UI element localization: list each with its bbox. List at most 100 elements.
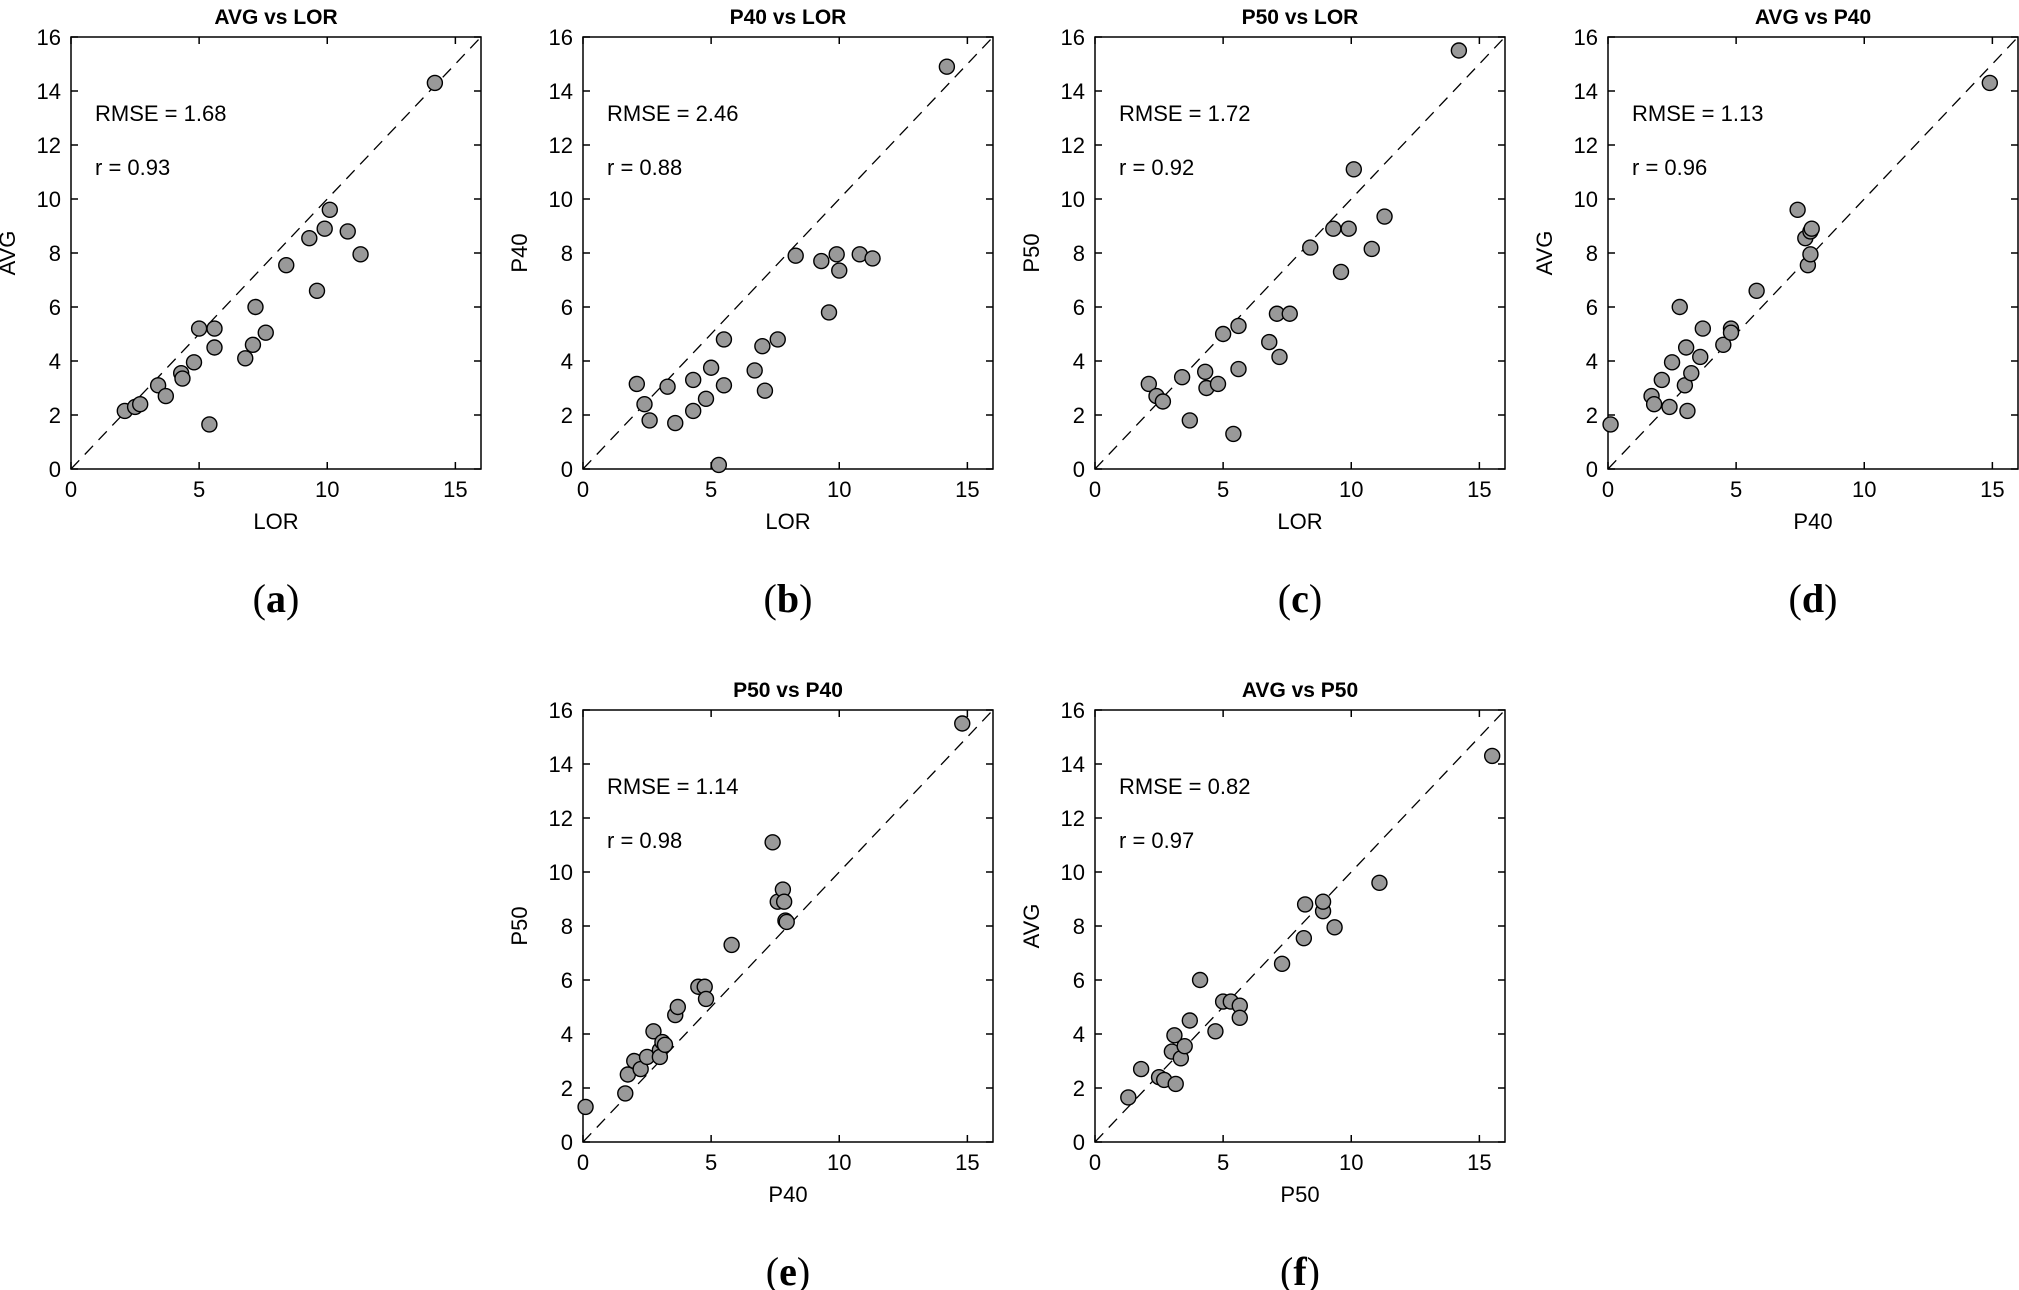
rmse-annotation: RMSE = 0.82 [1119,774,1250,799]
y-tick-label: 10 [1061,860,1085,885]
data-point [301,229,318,247]
data-point [1314,893,1332,910]
y-tick-label: 8 [1073,241,1085,266]
x-tick-label: 10 [1339,477,1363,502]
y-tick-label: 12 [1061,806,1085,831]
y-tick-label: 12 [37,133,61,158]
x-axis-label: P40 [1793,509,1832,534]
x-tick-label: 5 [1217,1150,1229,1175]
data-point [426,74,444,92]
data-point [1166,1027,1183,1044]
data-point [257,324,274,341]
data-point [190,320,208,337]
y-tick-label: 12 [549,133,573,158]
data-point [1214,325,1232,343]
x-tick-label: 15 [1467,477,1491,502]
y-tick-label: 6 [1073,968,1085,993]
data-point [278,256,295,274]
y-tick-label: 16 [549,25,573,50]
y-tick-label: 4 [1073,1022,1085,1047]
y-axis-label: AVG [0,231,20,276]
data-point [1295,929,1313,947]
x-tick-label: 10 [827,1150,851,1175]
y-axis-label: P40 [507,233,532,272]
y-tick-label: 16 [549,698,573,723]
y-tick-label: 10 [549,860,573,885]
data-point [1748,282,1765,299]
data-point [1450,42,1468,59]
x-tick-label: 0 [577,1150,589,1175]
y-tick-label: 8 [1586,241,1598,266]
x-tick-label: 15 [1467,1150,1491,1175]
data-point [1181,412,1199,429]
data-point [1645,396,1663,413]
panel-label: (e) [766,1249,810,1290]
x-tick-label: 5 [1217,477,1229,502]
panel-label-paren-close: ) [797,1249,810,1290]
y-tick-label: 0 [49,457,61,482]
data-point [1230,317,1247,335]
data-point [201,416,218,433]
r-annotation: r = 0.92 [1119,155,1194,180]
scatter-panel-b: P40 vs LOR 0 5 10 15 0 2 4 6 8 10 12 14 16 LOR P40 RMSE … [507,6,994,621]
scatter-panel-d: AVG vs P40 0 5 10 15 0 2 4 6 8 10 12 14 16 P40 AVG RMSE … [1532,6,2019,621]
y-axis-label: AVG [1019,904,1044,949]
panel-label-paren-close: ) [286,576,299,621]
x-tick-label: 10 [1852,477,1876,502]
x-axis-label: P50 [1280,1182,1319,1207]
x-tick-label: 5 [1730,477,1742,502]
data-point [206,339,223,356]
x-tick-label: 10 [827,477,851,502]
data-point [1679,402,1696,420]
x-tick-label: 10 [315,477,339,502]
data-point [617,1085,634,1102]
data-point [1715,336,1732,353]
data-point [723,936,740,954]
data-point [1602,416,1619,433]
data-point [1371,874,1388,891]
data-point [247,298,264,316]
y-tick-label: 14 [549,752,573,777]
panel-label-letter: b [777,576,799,621]
data-point [1677,339,1695,356]
y-tick-label: 6 [49,295,61,320]
data-point [321,201,339,219]
r-annotation: r = 0.96 [1632,155,1707,180]
y-tick-label: 4 [1073,349,1085,374]
panel-label-letter: c [1291,576,1309,621]
data-point [1345,161,1363,178]
data-point [1173,369,1191,386]
data-point [820,304,838,321]
x-tick-label: 0 [1602,477,1614,502]
data-point [1231,1009,1248,1026]
r-annotation: r = 0.97 [1119,828,1194,853]
y-tick-label: 2 [1073,403,1085,428]
data-point [1376,208,1393,225]
data-point [1273,955,1291,972]
chart-title: P40 vs LOR [730,6,847,29]
y-tick-label: 14 [1061,79,1085,104]
panel-label-letter: d [1802,576,1824,621]
data-point [813,252,830,270]
panel-label-paren-open: ( [1789,576,1802,621]
x-tick-label: 5 [193,477,205,502]
y-tick-label: 16 [1061,698,1085,723]
y-tick-label: 14 [1574,79,1598,104]
data-point [1132,1060,1150,1078]
rmse-annotation: RMSE = 1.13 [1632,101,1763,126]
x-tick-label: 10 [1339,1150,1363,1175]
data-point [1302,239,1319,256]
x-tick-label: 15 [955,1150,979,1175]
data-point [754,337,771,355]
y-tick-label: 16 [37,25,61,50]
data-point [1207,1023,1224,1040]
y-tick-label: 0 [1073,457,1085,482]
y-tick-label: 2 [49,403,61,428]
data-point [1230,360,1247,378]
data-point [1140,375,1158,393]
data-point [339,223,356,240]
rmse-annotation: RMSE = 2.46 [607,101,738,126]
data-point [185,354,203,371]
panel-label-paren-open: ( [1280,1249,1293,1290]
